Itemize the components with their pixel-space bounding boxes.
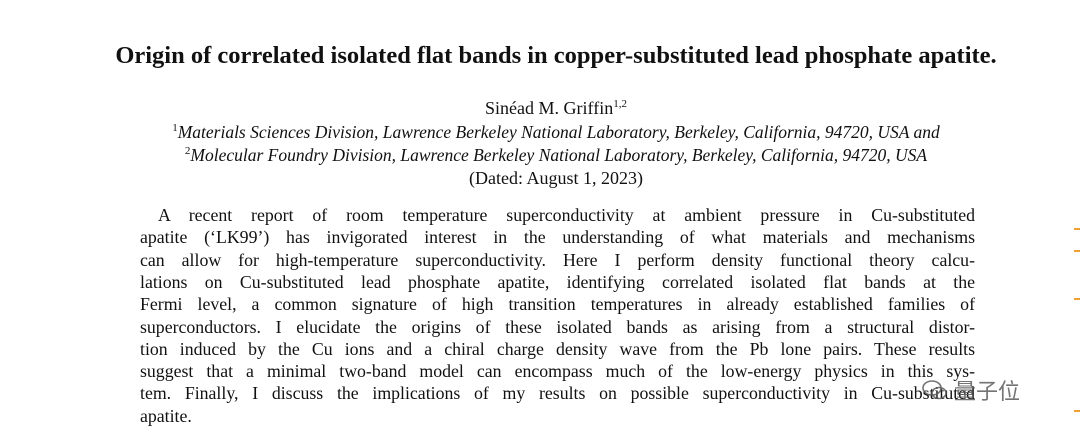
affiliation: 2Molecular Foundry Division, Lawrence Be… <box>0 145 1080 166</box>
date: (Dated: August 1, 2023) <box>469 168 643 188</box>
abstract-line: apatite. <box>140 405 192 426</box>
author-name: Sinéad M. Griffin <box>485 98 614 118</box>
author: Sinéad M. Griffin1,2 <box>0 98 1080 119</box>
abstract-line: tion induced by the Cu ions and a chiral… <box>140 338 975 359</box>
affiliation: 1Materials Sciences Division, Lawrence B… <box>0 122 1080 143</box>
margin-mark <box>1074 410 1080 412</box>
affiliation-text: Molecular Foundry Division, Lawrence Ber… <box>190 145 928 165</box>
abstract-line: A recent report of room temperature supe… <box>158 205 975 225</box>
author-affiliation-marks: 1,2 <box>613 98 627 110</box>
affiliation-mark: 2 <box>184 145 191 158</box>
abstract-line: apatite (‘LK99’) has invigorated interes… <box>140 227 975 248</box>
affiliation-text: Materials Sciences Division, Lawrence Be… <box>177 122 940 142</box>
abstract-line: suggest that a minimal two-band model ca… <box>140 361 975 382</box>
abstract-line: tem. Finally, I discuss the implications… <box>140 383 975 404</box>
paper-title: Origin of correlated isolated flat bands… <box>115 42 997 69</box>
affiliation-mark: 1 <box>172 122 178 135</box>
abstract-line: can allow for high-temperature supercond… <box>140 249 975 270</box>
watermark-text: 量子位 <box>954 380 1021 405</box>
watermark: 量子位 <box>922 374 1020 406</box>
abstract-line: superconductors. I elucidate the origins… <box>140 316 975 337</box>
abstract-line: Fermi level, a common signature of high … <box>140 294 975 315</box>
watermark-icon <box>922 380 947 400</box>
margin-mark <box>1074 250 1080 252</box>
margin-mark <box>1074 228 1080 230</box>
abstract-line: lations on Cu-substituted lead phosphate… <box>140 271 975 292</box>
margin-mark <box>1074 298 1080 300</box>
